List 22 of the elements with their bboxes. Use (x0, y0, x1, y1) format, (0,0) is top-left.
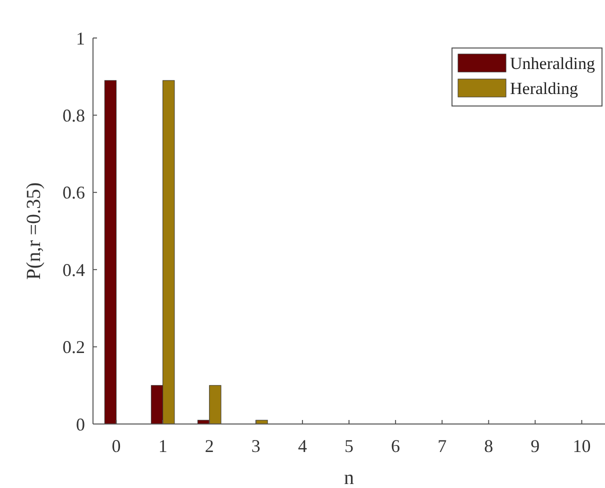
y-tick-label: 0.8 (62, 106, 85, 126)
legend-label: Heralding (510, 78, 578, 98)
x-tick-label: 5 (344, 436, 354, 456)
x-axis-title: n (344, 467, 354, 488)
y-tick-label: 0 (76, 414, 85, 434)
x-tick-label: 2 (204, 436, 214, 456)
x-tick-label: 8 (484, 436, 494, 456)
y-tick-label: 0.2 (62, 337, 85, 358)
y-axis-title: P(n,r =0.35) (23, 182, 45, 280)
x-tick-label: 9 (530, 436, 540, 456)
legend-label: Unheralding (510, 54, 596, 73)
y-tick-label: 0.4 (62, 260, 85, 280)
bar (104, 80, 117, 424)
y-tick-label: 0.6 (62, 182, 85, 203)
x-tick-label: 7 (438, 436, 447, 456)
x-tick-label: 4 (298, 436, 307, 456)
x-tick-label: 0 (112, 436, 121, 456)
x-tick-label: 3 (251, 436, 260, 456)
x-tick-label: 10 (572, 436, 591, 456)
x-tick-label: 1 (158, 436, 168, 456)
y-tick-label: 1 (76, 28, 85, 48)
x-tick-label: 6 (391, 436, 400, 456)
